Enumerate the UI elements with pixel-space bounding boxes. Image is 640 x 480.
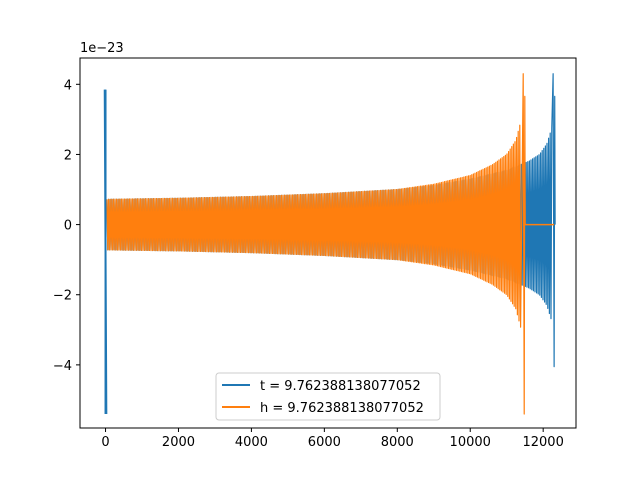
legend: t = 9.762388138077052 h = 9.762388138077…	[215, 372, 441, 421]
series-start-spike-t	[103, 89, 108, 414]
y-tick-label: −4	[53, 359, 72, 374]
series-layer	[103, 73, 556, 415]
series-line-h	[106, 73, 526, 415]
legend-box	[215, 372, 441, 421]
y-tick-label: 4	[64, 78, 72, 93]
legend-label-h: h = 9.762388138077052	[260, 401, 424, 416]
x-tick-label: 10000	[450, 435, 491, 450]
y-tick-label: 2	[64, 148, 72, 163]
legend-label-t: t = 9.762388138077052	[260, 379, 421, 394]
x-tick-label: 6000	[308, 435, 341, 450]
x-tick-label: 12000	[522, 435, 563, 450]
x-tick-label: 8000	[381, 435, 414, 450]
x-tick-label: 4000	[235, 435, 268, 450]
plot-area	[103, 73, 556, 415]
x-tick-label: 0	[101, 435, 109, 450]
x-axis-ticks: 0 2000 4000 6000 8000 10000 12000	[101, 428, 564, 450]
y-tick-label: −2	[53, 289, 72, 304]
y-tick-label: 0	[64, 219, 72, 234]
axes-frame	[79, 57, 577, 429]
x-tick-label: 2000	[162, 435, 195, 450]
y-axis-ticks: −4 −2 0 2 4	[53, 78, 80, 374]
y-offset-text: 1e−23	[80, 41, 124, 56]
